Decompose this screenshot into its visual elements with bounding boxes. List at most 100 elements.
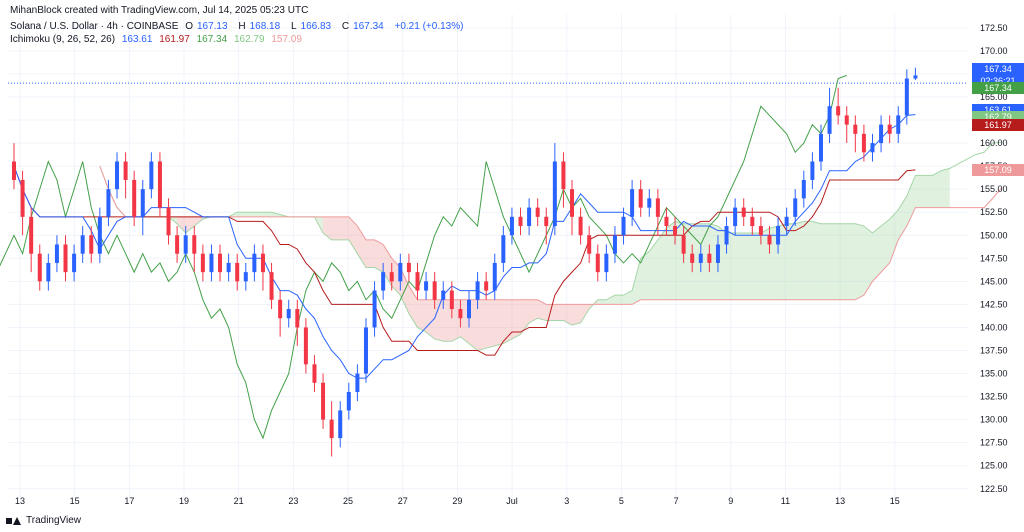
cloud-segment (434, 299, 444, 342)
x-tick-label: 13 (835, 496, 845, 506)
ichimoku-cloud (99, 166, 950, 351)
candle-body (484, 281, 489, 291)
candle-body (295, 309, 300, 328)
candle-body (260, 253, 265, 273)
candle-body (183, 235, 188, 254)
y-tick-label: 127.50 (980, 438, 1008, 448)
close-value: C 167.34 (341, 21, 384, 32)
cloud-segment (915, 175, 924, 208)
cloud-segment (477, 299, 487, 351)
cloud-segment (469, 299, 478, 351)
candle-body (724, 226, 729, 245)
x-tick-label: 29 (452, 496, 462, 506)
candle-body (12, 161, 16, 180)
candle-body (492, 262, 497, 291)
candle-body (123, 161, 128, 180)
cloud-segment (872, 226, 882, 282)
ichimoku-lead-b: 157.09 (271, 34, 302, 45)
candle-body (810, 161, 815, 180)
candle-body (887, 124, 892, 134)
time-axis[interactable]: 13 15 17 19 21 23 25 27 29 Jul 3 5 7 9 11 13 15 (15, 496, 900, 506)
candle-body (106, 189, 111, 217)
y-tick-label: 132.50 (980, 392, 1008, 402)
cloud-segment (503, 299, 512, 344)
cloud-segment (666, 221, 676, 300)
candle-body (879, 124, 884, 144)
candle-body (784, 216, 789, 227)
tradingview-footer[interactable]: TradingView (6, 515, 81, 526)
candle-body (200, 253, 205, 273)
candle-body (647, 198, 652, 208)
candle-body (132, 179, 137, 217)
ichimoku-lines (0, 74, 1002, 440)
price-tag: 161.97 (972, 118, 1024, 131)
cloud-segment (795, 221, 804, 300)
candle-body (741, 207, 746, 217)
candle-body (355, 373, 360, 392)
cloud-segment (889, 209, 899, 263)
candle-body (707, 253, 712, 263)
cloud-segment (537, 299, 547, 321)
candle-body (389, 272, 394, 282)
x-tick-label: 15 (890, 496, 900, 506)
y-tick-label: 150.00 (980, 230, 1008, 240)
candle-body (29, 216, 34, 254)
price-tag: 167.34 (972, 81, 1024, 94)
candle-body (166, 207, 171, 236)
candle-body (475, 281, 480, 300)
candle-body (278, 299, 283, 319)
candle-body (793, 198, 798, 217)
cloud-segment (271, 212, 281, 217)
x-tick-label: 15 (70, 496, 80, 506)
cloud-segment (881, 219, 890, 273)
ichimoku-conversion: 163.61 (121, 34, 153, 45)
x-tick-label: 23 (288, 496, 298, 506)
candle-body (595, 253, 600, 273)
candle-body (329, 419, 334, 439)
ichimoku-legend[interactable]: Ichimoku (9, 26, 52, 26) 163.61 161.97 1… (10, 33, 306, 47)
ichimoku-label: Ichimoku (9, 26, 52, 26) (10, 34, 116, 45)
candles (12, 67, 918, 457)
candle-body (870, 143, 875, 153)
cloud-segment (820, 223, 830, 300)
candle-body (398, 262, 403, 282)
cloud-segment (237, 212, 246, 217)
cloud-segment (185, 216, 195, 233)
y-tick-label: 170.00 (980, 46, 1008, 56)
candle-body (587, 235, 592, 254)
candle-body (896, 115, 901, 134)
candle-body (827, 106, 832, 134)
symbol-legend[interactable]: Solana / U.S. Dollar · 4h · COINBASE O 16… (10, 20, 467, 34)
cloud-segment (348, 216, 358, 254)
ichimoku-lagging: 167.34 (196, 34, 228, 45)
candle-body (836, 106, 841, 116)
high-value: H 168.18 (238, 21, 281, 32)
symbol-name: Solana / U.S. Dollar · 4h · COINBASE (10, 21, 179, 32)
candle-body (46, 262, 51, 282)
cloud-segment (486, 299, 495, 349)
candle-body (612, 235, 617, 254)
candle-body (441, 290, 446, 300)
cloud-segment (494, 299, 504, 346)
candle-body (570, 189, 575, 217)
cloud-segment (632, 258, 641, 305)
candle-body (235, 262, 240, 282)
candle-body (758, 226, 763, 236)
x-tick-label: 19 (179, 496, 189, 506)
tradingview-brand: TradingView (26, 515, 82, 526)
cloud-segment (709, 223, 718, 300)
x-tick-label: 9 (728, 496, 733, 506)
cloud-segment (812, 221, 821, 300)
cloud-segment (254, 212, 263, 217)
y-tick-label: 135.00 (980, 369, 1008, 379)
candle-body (303, 327, 308, 365)
candle-body (801, 179, 806, 199)
candle-body (655, 198, 660, 217)
candle-body (72, 253, 77, 273)
candle-body (449, 290, 454, 310)
candle-body (733, 207, 738, 227)
x-tick-label: 11 (781, 496, 790, 506)
candle-body (861, 133, 866, 153)
lagging-span-line (0, 74, 847, 440)
